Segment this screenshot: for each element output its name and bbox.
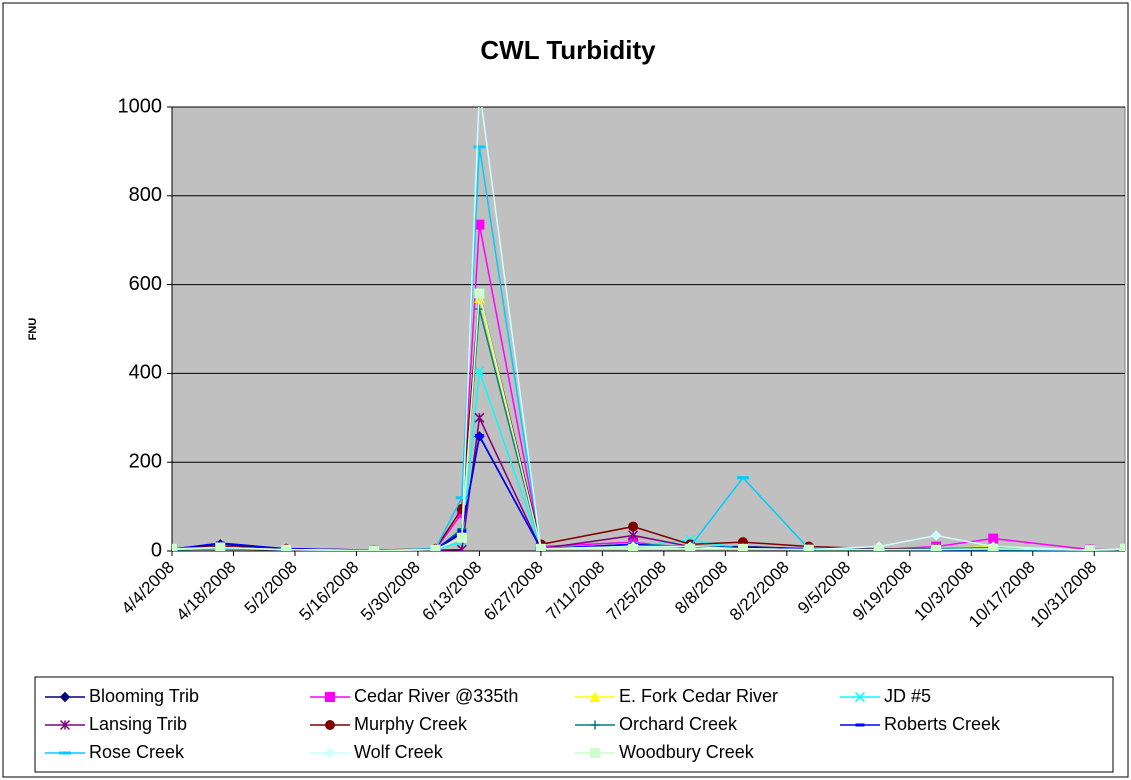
- legend-label: JD #5: [884, 686, 931, 706]
- legend-marker: [589, 691, 601, 702]
- legend-label: Murphy Creek: [354, 714, 468, 734]
- legend-label: Roberts Creek: [884, 714, 1001, 734]
- legend: [34, 676, 1114, 773]
- marker: [930, 530, 942, 541]
- legend-marker: [325, 692, 335, 702]
- marker: [1084, 545, 1095, 551]
- marker: [874, 544, 885, 551]
- legend-label: Rose Creek: [89, 742, 185, 762]
- marker: [988, 543, 999, 551]
- marker: [1120, 543, 1125, 551]
- legend-label: Lansing Trib: [89, 714, 187, 734]
- marker: [456, 544, 467, 551]
- y-tick-label: 0: [151, 539, 162, 561]
- y-axis-label: FNU: [27, 318, 39, 341]
- legend-label: Cedar River @335th: [354, 686, 518, 706]
- legend-marker: [325, 720, 335, 730]
- marker: [456, 532, 467, 543]
- legend-label: Wolf Creek: [354, 742, 444, 762]
- plot-area: [171, 106, 1126, 552]
- y-tick-label: 1000: [118, 95, 163, 117]
- marker: [369, 545, 380, 551]
- legend-label: Blooming Trib: [89, 686, 199, 706]
- legend-label: E. Fork Cedar River: [619, 686, 778, 706]
- y-tick-label: 400: [129, 362, 162, 384]
- marker: [628, 521, 639, 532]
- marker: [737, 543, 748, 551]
- legend-marker: [59, 691, 71, 703]
- marker: [628, 530, 639, 541]
- legend-label: Orchard Creek: [619, 714, 738, 734]
- plot-series: [172, 107, 1125, 551]
- legend-marker: [854, 691, 866, 703]
- marker: [803, 544, 814, 551]
- marker: [535, 543, 546, 551]
- legend-marker: [324, 747, 336, 759]
- marker: [628, 543, 639, 551]
- marker: [931, 544, 942, 551]
- y-tick-label: 200: [129, 450, 162, 472]
- marker: [430, 544, 441, 551]
- legend-label: Woodbury Creek: [619, 742, 755, 762]
- y-tick-label: 600: [129, 273, 162, 295]
- legend-marker: [590, 748, 600, 758]
- marker: [474, 288, 485, 299]
- y-tick-label: 800: [129, 184, 162, 206]
- legend-marker: [590, 720, 600, 730]
- marker: [172, 543, 177, 551]
- marker: [281, 544, 292, 551]
- chart-title: CWL Turbidity: [480, 35, 656, 65]
- marker: [474, 366, 485, 377]
- marker: [474, 412, 485, 423]
- marker: [215, 542, 226, 551]
- legend-marker: [59, 719, 71, 731]
- marker: [685, 543, 696, 551]
